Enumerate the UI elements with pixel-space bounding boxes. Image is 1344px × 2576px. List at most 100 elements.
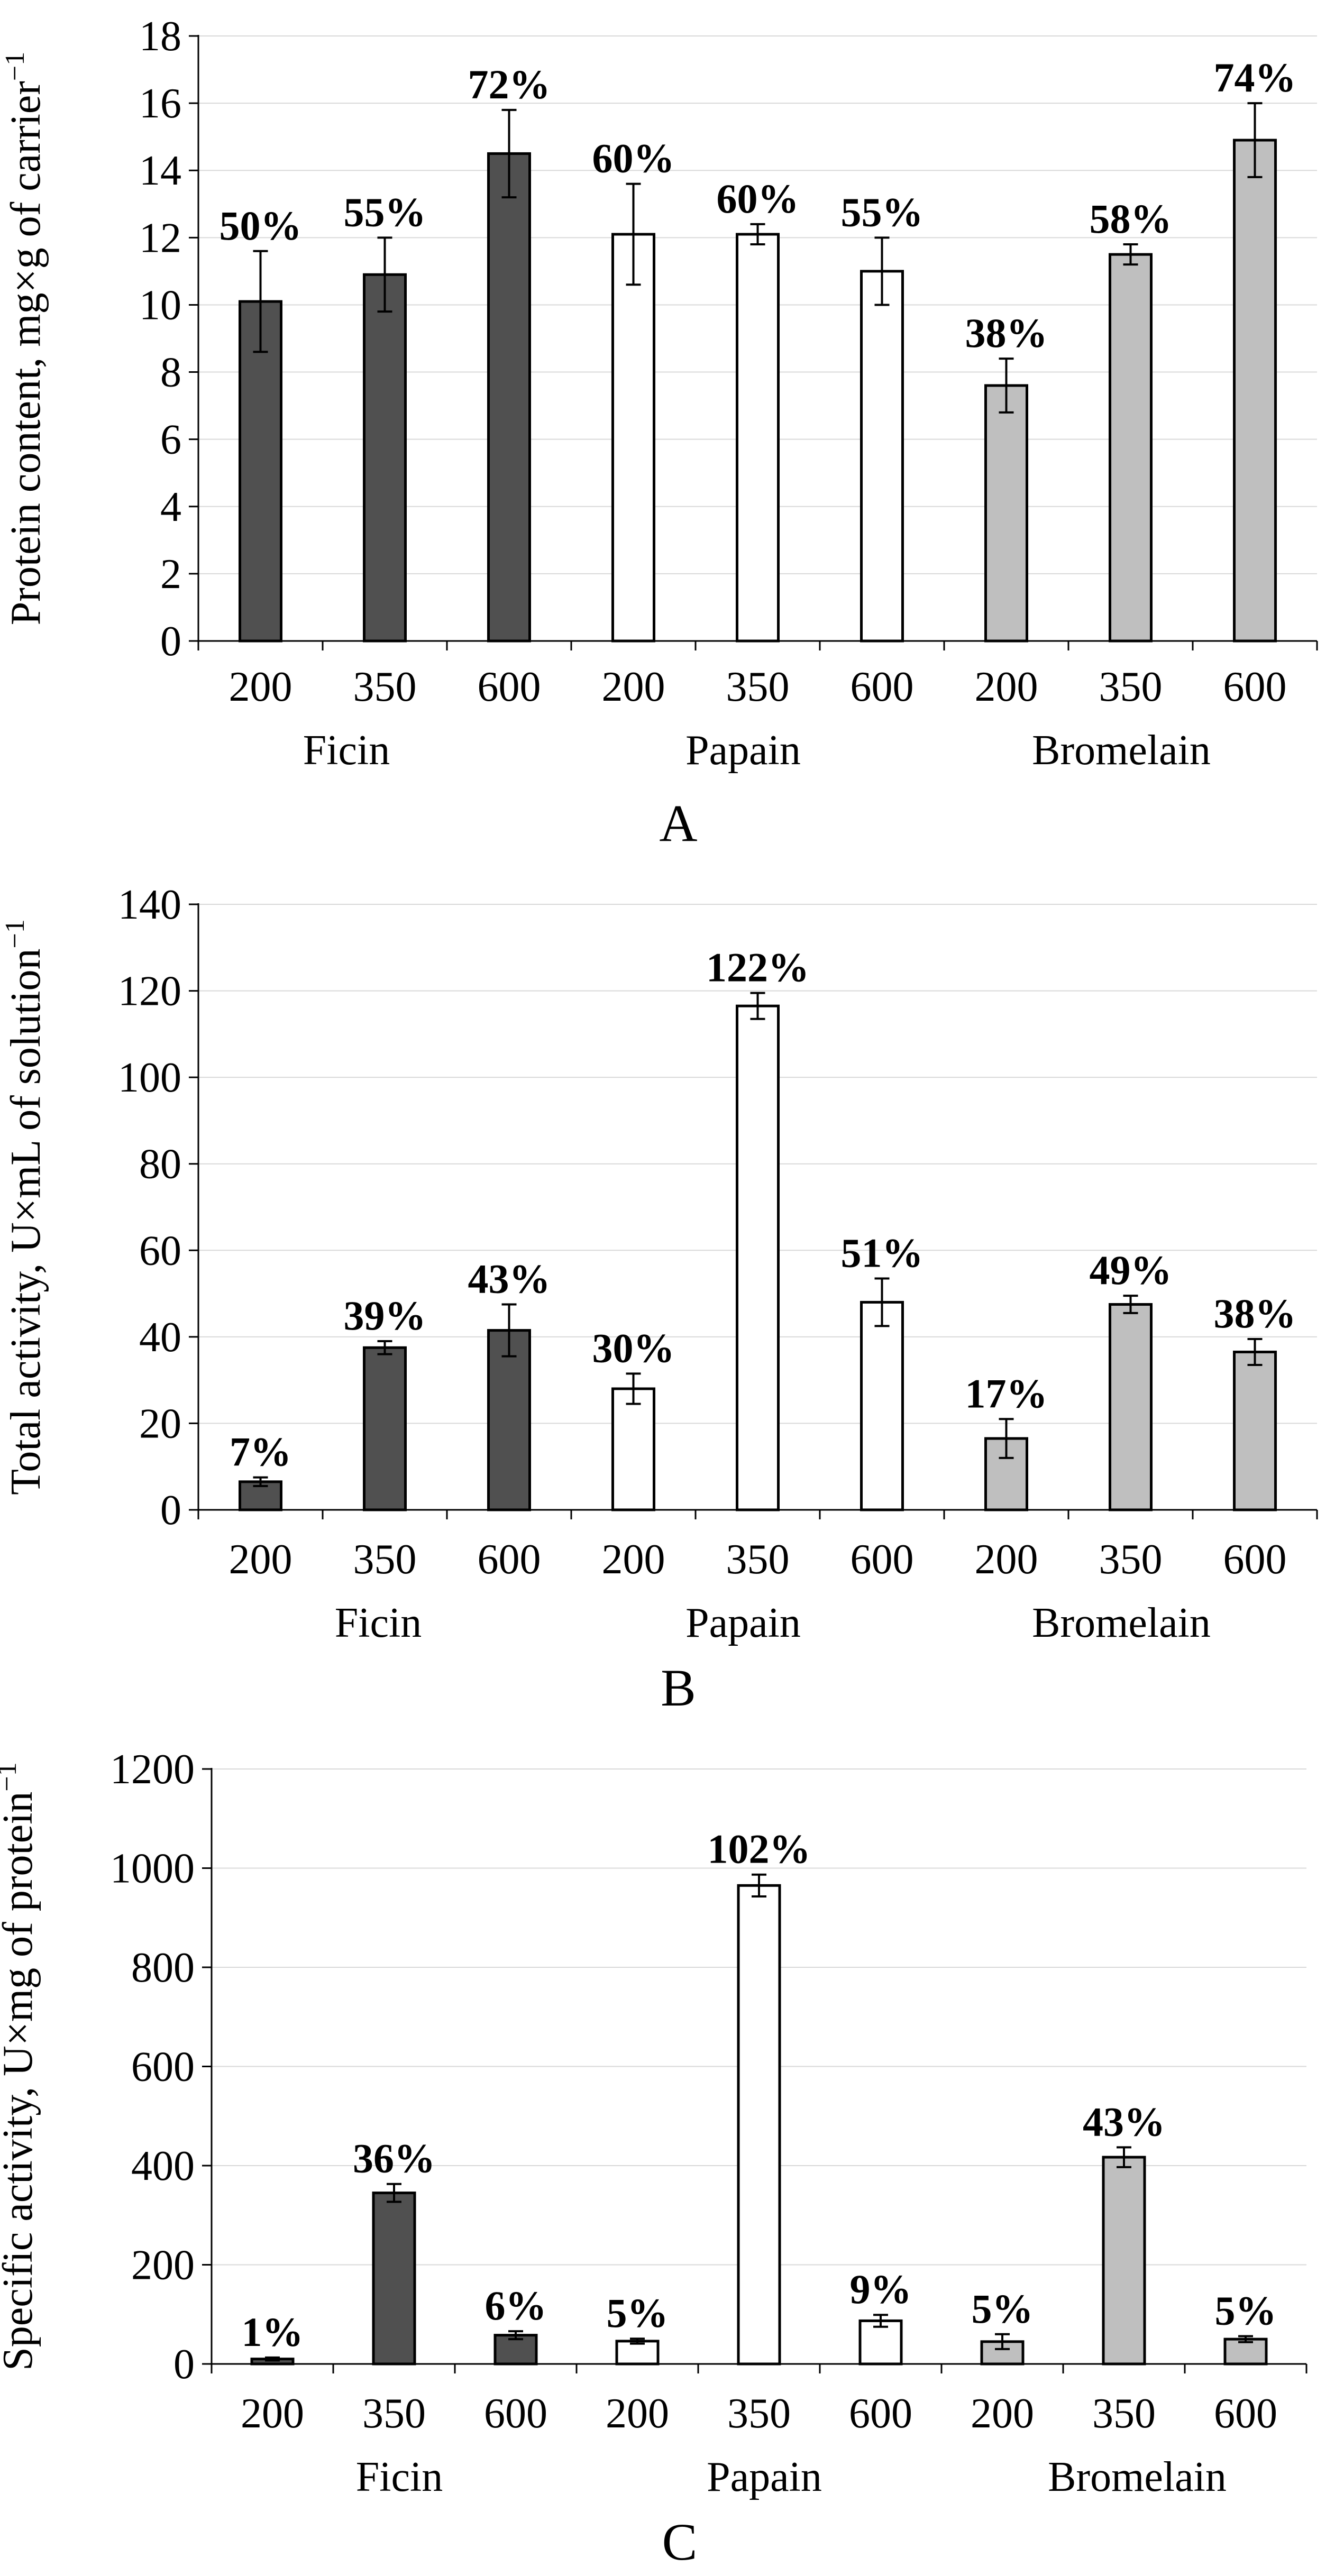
y-tick-label: 1000	[110, 1846, 195, 1892]
bar	[737, 1884, 781, 2366]
data-label: 55%	[841, 189, 924, 235]
data-label: 38%	[1214, 1290, 1296, 1336]
data-label: 72%	[468, 61, 551, 107]
group-label: Bromelain	[1048, 2454, 1227, 2500]
y-tick-label: 80	[139, 1141, 181, 1188]
group-label: Papain	[707, 2454, 822, 2500]
x-tick-label: 350	[353, 664, 417, 710]
y-tick-label: 0	[173, 2341, 195, 2388]
y-tick-label: 8	[160, 350, 181, 396]
bar	[372, 2192, 416, 2366]
data-label: 43%	[468, 1256, 551, 1302]
bar	[611, 1387, 655, 1511]
data-label: 5%	[972, 2286, 1034, 2332]
bar	[1109, 253, 1153, 643]
data-label: 51%	[841, 1230, 924, 1276]
y-tick-label: 60	[139, 1227, 181, 1274]
group-label: Ficin	[335, 1600, 422, 1646]
bar	[1223, 2337, 1268, 2366]
bar	[611, 233, 655, 643]
bar	[860, 1300, 904, 1511]
data-label: 60%	[592, 135, 675, 181]
y-tick-label: 18	[139, 13, 181, 60]
bar	[1109, 1303, 1153, 1511]
y-axis-title-superscript: −1	[0, 1762, 22, 1791]
panel-label: B	[661, 1658, 696, 1717]
data-label: 60%	[717, 176, 799, 222]
x-tick-label: 200	[229, 664, 292, 710]
bar	[984, 384, 1028, 643]
x-tick-label: 200	[602, 1536, 665, 1583]
x-tick-label: 200	[241, 2390, 304, 2437]
data-label: 122%	[706, 945, 809, 991]
x-tick-label: 350	[362, 2390, 426, 2437]
y-axis-title-text: Total activity, U×mL of solution	[3, 948, 49, 1495]
data-label: 58%	[1090, 196, 1172, 242]
x-tick-label: 350	[1092, 2390, 1156, 2437]
bar	[860, 270, 904, 643]
y-axis-title-text: Protein content, mg×g of carrier	[3, 81, 49, 625]
group-label: Bromelain	[1032, 1600, 1211, 1646]
y-axis-title: Total activity, U×mL of solution−1	[0, 919, 49, 1495]
x-tick-label: 600	[851, 1536, 914, 1583]
x-tick-label: 200	[971, 2390, 1034, 2437]
bar	[736, 1004, 780, 1511]
data-label: 74%	[1214, 54, 1296, 100]
x-tick-label: 200	[606, 2390, 669, 2437]
chart-panel-b: 0 20 40 60 80 100 120 140 7% 200 39% 350 43% 600 30% 20…	[0, 882, 1318, 1717]
y-tick-label: 140	[118, 882, 181, 928]
x-tick-label: 200	[602, 664, 665, 710]
y-tick-label: 400	[131, 2143, 195, 2189]
y-tick-label: 1200	[110, 1746, 195, 1793]
bar	[736, 233, 780, 643]
data-label: 5%	[1215, 2288, 1277, 2334]
x-tick-label: 350	[726, 1536, 790, 1583]
data-label: 102%	[708, 1826, 811, 1872]
y-tick-label: 4	[160, 484, 181, 530]
panel-label: C	[662, 2513, 698, 2571]
data-label: 38%	[965, 310, 1048, 356]
data-label: 5%	[607, 2290, 669, 2336]
y-tick-label: 2	[160, 551, 181, 598]
bar	[487, 152, 531, 643]
y-tick-label: 6	[160, 417, 181, 463]
data-label: 43%	[1083, 2098, 1165, 2144]
bar	[858, 2319, 903, 2366]
data-label: 55%	[344, 189, 426, 235]
y-axis-title-superscript: −1	[0, 52, 30, 81]
x-tick-label: 600	[851, 664, 914, 710]
y-tick-label: 12	[139, 215, 181, 261]
group-label: Papain	[685, 727, 801, 774]
y-tick-label: 0	[160, 1487, 181, 1534]
panel-label: A	[659, 794, 697, 852]
bar	[363, 1346, 407, 1511]
bar	[1233, 1350, 1277, 1511]
bar	[1102, 2156, 1146, 2366]
data-label: 39%	[344, 1292, 426, 1339]
x-tick-label: 600	[1223, 664, 1287, 710]
group-label: Bromelain	[1032, 727, 1211, 774]
data-label: 6%	[485, 2282, 547, 2329]
data-label: 7%	[230, 1429, 291, 1475]
data-label: 36%	[353, 2135, 435, 2181]
y-axis-title-superscript: −1	[0, 919, 30, 948]
y-tick-label: 200	[131, 2242, 195, 2289]
bar	[1233, 139, 1277, 643]
x-tick-label: 200	[975, 664, 1038, 710]
data-label: 50%	[220, 203, 302, 249]
x-tick-label: 350	[727, 2390, 791, 2437]
data-label: 30%	[592, 1325, 675, 1371]
y-tick-label: 800	[131, 1945, 195, 1991]
y-tick-label: 100	[118, 1055, 181, 1101]
y-tick-label: 0	[160, 618, 181, 665]
data-label: 1%	[242, 2309, 304, 2355]
x-tick-label: 350	[1099, 1536, 1163, 1583]
y-tick-label: 14	[139, 148, 181, 194]
y-tick-label: 20	[139, 1400, 181, 1447]
y-axis-title-text: Specific activity, U×mg of protein	[0, 1792, 41, 2371]
data-label: 9%	[850, 2266, 912, 2312]
group-label: Ficin	[356, 2454, 443, 2500]
y-axis-title: Specific activity, U×mg of protein−1	[0, 1762, 41, 2371]
x-tick-label: 600	[478, 1536, 541, 1583]
